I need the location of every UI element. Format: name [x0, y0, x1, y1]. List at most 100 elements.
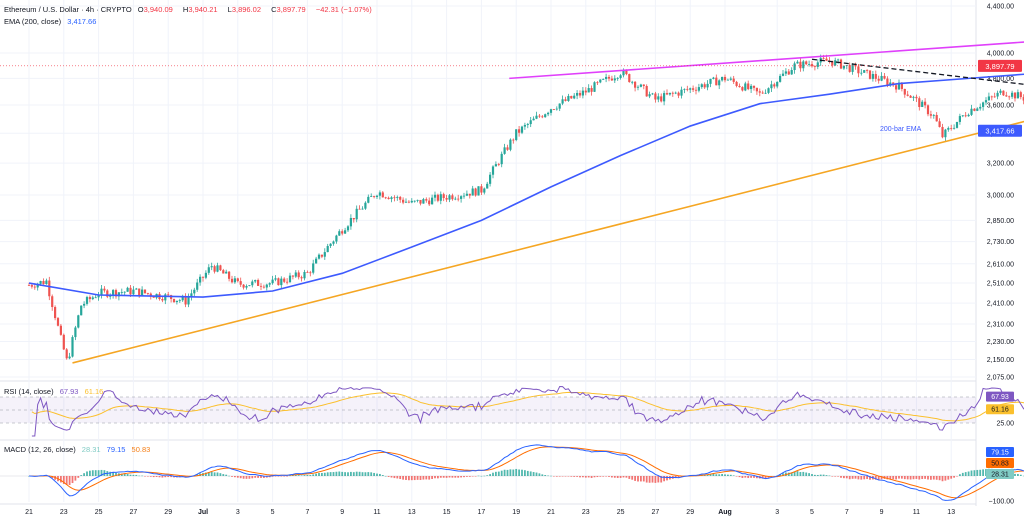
macd-histogram-bar: [294, 474, 297, 476]
candle-body: [201, 276, 205, 278]
candle-body: [42, 281, 45, 285]
candle-body: [416, 199, 419, 201]
descending-trendline: [811, 58, 1024, 85]
time-tick-label: 21: [547, 509, 555, 516]
candle-body: [370, 196, 373, 197]
candle-body: [970, 108, 973, 115]
candle-body: [317, 254, 321, 259]
last-price-tag: [978, 59, 1022, 72]
candle-body: [175, 300, 178, 303]
macd-histogram-bar: [97, 470, 100, 476]
macd-histogram-bar: [912, 476, 915, 480]
candle-body: [973, 108, 976, 111]
macd-histogram-bar: [474, 476, 477, 477]
macd-histogram-bar: [387, 476, 390, 477]
macd-histogram-bar: [802, 471, 805, 476]
candle-body: [271, 279, 274, 284]
macd-histogram-bar: [355, 471, 358, 476]
candle-body: [312, 263, 315, 273]
macd-histogram-bar: [100, 469, 103, 476]
ema-price-label: 3,417.66: [985, 127, 1014, 136]
candle-body: [393, 197, 396, 199]
macd-histogram-bar: [970, 470, 973, 476]
macd-histogram-bar: [405, 476, 407, 480]
ema-label: EMA (200, close): [4, 17, 62, 26]
candle-body: [616, 77, 619, 79]
macd-histogram-bar: [315, 473, 317, 476]
macd-histogram-bar: [451, 476, 454, 478]
macd-histogram-bar: [837, 476, 839, 477]
macd-histogram-bar: [251, 476, 254, 479]
macd-histogram-bar: [147, 476, 149, 477]
candle-body: [436, 194, 439, 201]
macd-histogram-bar: [300, 475, 303, 476]
macd-histogram-bar: [851, 476, 854, 479]
candle-body: [729, 78, 732, 80]
candle-body: [114, 290, 118, 297]
candle-body: [947, 128, 950, 130]
candle-body: [984, 100, 988, 103]
candle-body: [567, 95, 570, 101]
time-tick-label: 5: [271, 509, 275, 516]
macd-histogram-bar: [312, 474, 315, 476]
macd-histogram-bar: [889, 476, 892, 480]
macd-histogram-bar: [576, 476, 578, 477]
macd-histogram-bar: [613, 476, 616, 478]
macd-histogram-bar: [718, 474, 721, 476]
candle-body: [918, 98, 921, 107]
candle-body: [59, 325, 62, 335]
candle-body: [912, 96, 915, 98]
macd-histogram-bar: [814, 474, 816, 476]
macd-histogram-bar: [558, 476, 561, 477]
macd-histogram-bar: [138, 475, 141, 477]
macd-histogram-bar: [471, 476, 474, 477]
time-tick-label: 3: [236, 509, 240, 516]
macd-histogram-bar: [744, 476, 747, 478]
macd-histogram-bar: [228, 475, 230, 477]
candle-body: [744, 83, 747, 91]
macd-histogram-bar: [495, 471, 497, 476]
macd-histogram-bar: [497, 471, 500, 476]
macd-histogram-bar: [62, 476, 65, 484]
candle-body: [831, 60, 834, 66]
candle-body: [938, 121, 941, 127]
candle-body: [364, 202, 367, 209]
macd-histogram-bar: [634, 476, 636, 481]
candle-body: [474, 188, 477, 196]
macd-histogram-bar: [321, 472, 323, 476]
macd-histogram-bar: [831, 476, 834, 477]
candle-body: [85, 297, 89, 304]
macd-histogram-bar: [553, 476, 555, 477]
time-tick-label: 11: [373, 509, 380, 516]
candle-body: [506, 147, 509, 150]
macd-histogram-bar: [622, 476, 625, 478]
macd-histogram-bar: [544, 475, 547, 476]
candle-body: [280, 278, 283, 286]
candle-body: [732, 78, 735, 82]
candle-body: [903, 88, 906, 95]
macd-histogram-bar: [265, 476, 268, 478]
price-tick-label: 3,200.00: [987, 161, 1014, 168]
price-tick-label: 3,800.00: [987, 76, 1014, 83]
last-price-label: 3,897.79: [985, 62, 1014, 71]
macd-histogram-bar: [892, 476, 895, 480]
candle-body: [758, 91, 761, 93]
candle-body: [219, 265, 222, 271]
macd-histogram-bar: [120, 473, 123, 476]
macd-histogram-bar: [779, 474, 781, 476]
macd-histogram-bar: [71, 476, 74, 484]
macd-histogram-bar: [819, 474, 822, 476]
macd-histogram-bar: [982, 469, 984, 476]
macd-histogram-bar: [222, 474, 225, 476]
time-tick-label: 7: [845, 509, 849, 516]
candle-body: [712, 77, 715, 79]
macd-histogram-bar: [509, 469, 512, 476]
macd-histogram-bar: [860, 476, 863, 480]
candle-body: [410, 200, 413, 203]
macd-histogram-bar: [80, 475, 83, 476]
candle-body: [402, 199, 405, 203]
candle-body: [561, 99, 564, 104]
candle-body: [451, 195, 454, 200]
candle-body: [259, 285, 263, 287]
